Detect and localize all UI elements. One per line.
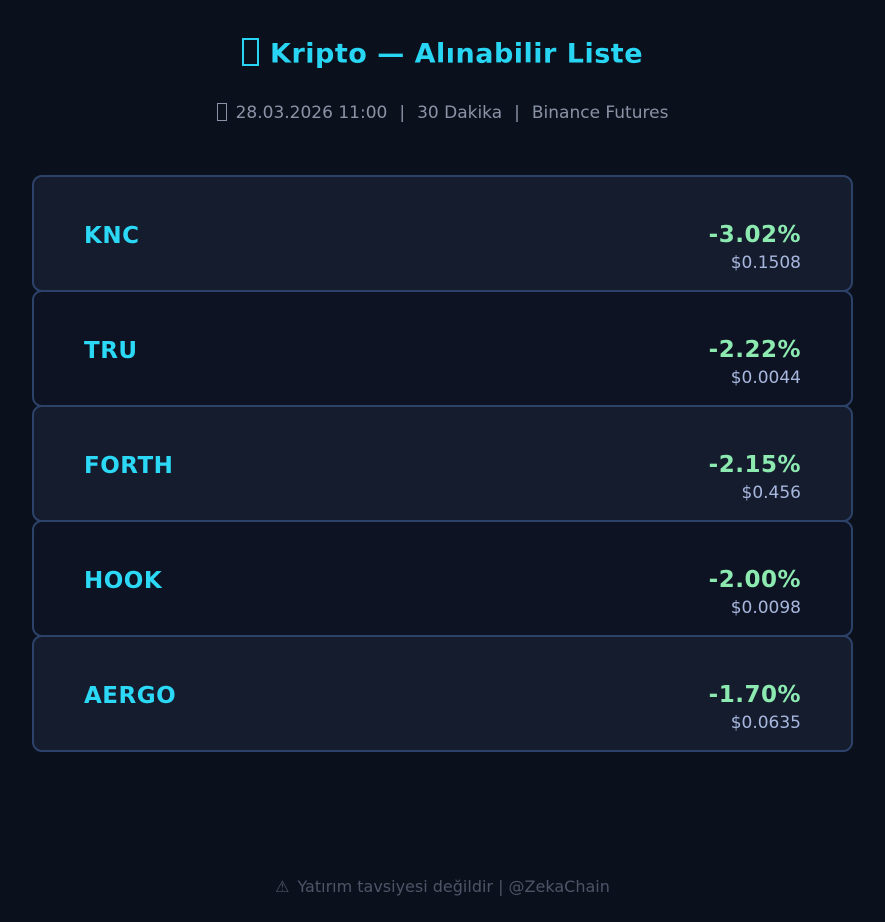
missing-emoji-icon (216, 102, 228, 121)
coin-change: -2.00% (708, 566, 801, 593)
coin-row-knc[interactable]: KNC -3.02% $0.1508 (32, 174, 853, 292)
coin-price: $0.0635 (730, 712, 801, 733)
warning-icon: ⚠ (275, 877, 290, 896)
meta-separator: | (399, 102, 406, 123)
report-meta: 28.03.2026 11:00 | 30 Dakika | Binance Futur… (0, 103, 885, 123)
coin-stats: -3.02% $0.1508 (709, 222, 801, 273)
coin-price: $0.456 (741, 482, 801, 503)
coin-row-forth[interactable]: FORTH -2.15% $0.456 (32, 404, 853, 522)
coin-stats: -2.22% $0.0044 (709, 337, 801, 388)
coin-change: -2.15% (708, 451, 801, 478)
disclaimer-text: Yatırım tavsiyesi değildir | @ZekaChain (297, 877, 610, 896)
disclaimer: ⚠ Yatırım tavsiyesi değildir | @ZekaChain (0, 877, 885, 896)
header: Kripto — Alınabilir Liste 28.03.2026 11:… (0, 0, 885, 123)
meta-datetime: 28.03.2026 11:00 (235, 102, 388, 123)
missing-emoji-icon (241, 38, 259, 67)
meta-timeframe: 30 Dakika (417, 102, 503, 123)
coin-row-tru[interactable]: TRU -2.22% $0.0044 (32, 289, 853, 407)
coin-symbol: HOOK (84, 568, 163, 595)
coin-row-aergo[interactable]: AERGO -1.70% $0.0635 (32, 634, 853, 752)
coin-price: $0.1508 (730, 252, 801, 273)
page-title: Kripto — Alınabilir Liste (0, 38, 885, 70)
coin-price: $0.0098 (730, 597, 801, 618)
coin-stats: -1.70% $0.0635 (709, 682, 801, 733)
coin-change: -2.22% (708, 336, 801, 363)
coin-stats: -2.00% $0.0098 (709, 567, 801, 618)
coin-change: -1.70% (708, 681, 801, 708)
coin-stats: -2.15% $0.456 (709, 452, 801, 503)
coin-list: KNC -3.02% $0.1508 TRU -2.22% $0.0044 FO… (32, 174, 853, 752)
coin-symbol: AERGO (84, 683, 177, 710)
coin-change: -3.02% (708, 221, 801, 248)
meta-separator: | (514, 102, 520, 123)
coin-row-hook[interactable]: HOOK -2.00% $0.0098 (32, 519, 853, 637)
coin-symbol: KNC (84, 223, 140, 250)
coin-symbol: FORTH (84, 453, 174, 480)
coin-price: $0.0044 (730, 367, 801, 388)
page-title-text: Kripto — Alınabilir Liste (270, 38, 644, 70)
meta-source: Binance Futures (531, 102, 669, 123)
coin-symbol: TRU (84, 338, 138, 365)
